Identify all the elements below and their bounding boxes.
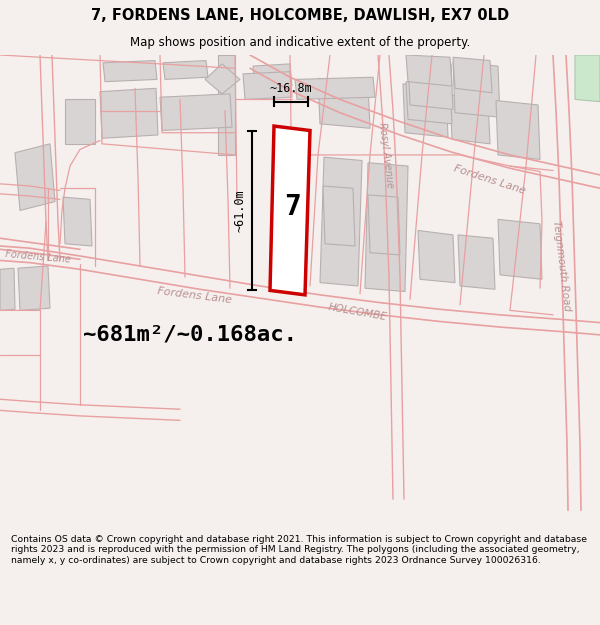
Polygon shape <box>406 55 452 86</box>
Polygon shape <box>318 78 370 128</box>
Text: Contains OS data © Crown copyright and database right 2021. This information is : Contains OS data © Crown copyright and d… <box>11 535 587 565</box>
Polygon shape <box>453 58 492 92</box>
Polygon shape <box>408 59 453 109</box>
Polygon shape <box>365 162 408 291</box>
Polygon shape <box>498 219 542 279</box>
Polygon shape <box>243 72 292 99</box>
Text: Map shows position and indicative extent of the property.: Map shows position and indicative extent… <box>130 36 470 49</box>
Text: 7: 7 <box>284 193 301 221</box>
Polygon shape <box>270 126 310 295</box>
Polygon shape <box>418 231 455 282</box>
Polygon shape <box>160 94 232 131</box>
Polygon shape <box>458 235 495 289</box>
Polygon shape <box>320 157 362 286</box>
Polygon shape <box>218 55 235 155</box>
Polygon shape <box>403 84 448 137</box>
Polygon shape <box>163 61 208 79</box>
Text: 7, FORDENS LANE, HOLCOMBE, DAWLISH, EX7 0LD: 7, FORDENS LANE, HOLCOMBE, DAWLISH, EX7 … <box>91 8 509 23</box>
Polygon shape <box>368 195 400 255</box>
Polygon shape <box>15 144 55 211</box>
Text: Fordens Lane: Fordens Lane <box>453 163 527 196</box>
Polygon shape <box>253 64 292 88</box>
Polygon shape <box>103 61 157 82</box>
Text: Teignmouth Road: Teignmouth Road <box>551 220 572 312</box>
Polygon shape <box>205 64 240 94</box>
Polygon shape <box>63 197 92 246</box>
Text: ~16.8m: ~16.8m <box>269 82 313 95</box>
Text: Rosyl Avenue: Rosyl Avenue <box>377 121 395 188</box>
Polygon shape <box>100 88 158 138</box>
Polygon shape <box>18 266 50 311</box>
Polygon shape <box>496 101 540 159</box>
Polygon shape <box>453 62 500 117</box>
Polygon shape <box>406 82 452 124</box>
Polygon shape <box>65 99 95 144</box>
Text: Fordens Lane: Fordens Lane <box>157 286 233 306</box>
Polygon shape <box>323 186 355 246</box>
Polygon shape <box>0 268 15 311</box>
Polygon shape <box>295 78 375 99</box>
Text: ~681m²/~0.168ac.: ~681m²/~0.168ac. <box>83 325 297 345</box>
Text: ~61.0m: ~61.0m <box>233 189 247 232</box>
Polygon shape <box>575 55 600 102</box>
Text: Fordens Lane: Fordens Lane <box>5 249 71 265</box>
Polygon shape <box>450 95 490 144</box>
Text: HOLCOMBE: HOLCOMBE <box>328 302 388 322</box>
